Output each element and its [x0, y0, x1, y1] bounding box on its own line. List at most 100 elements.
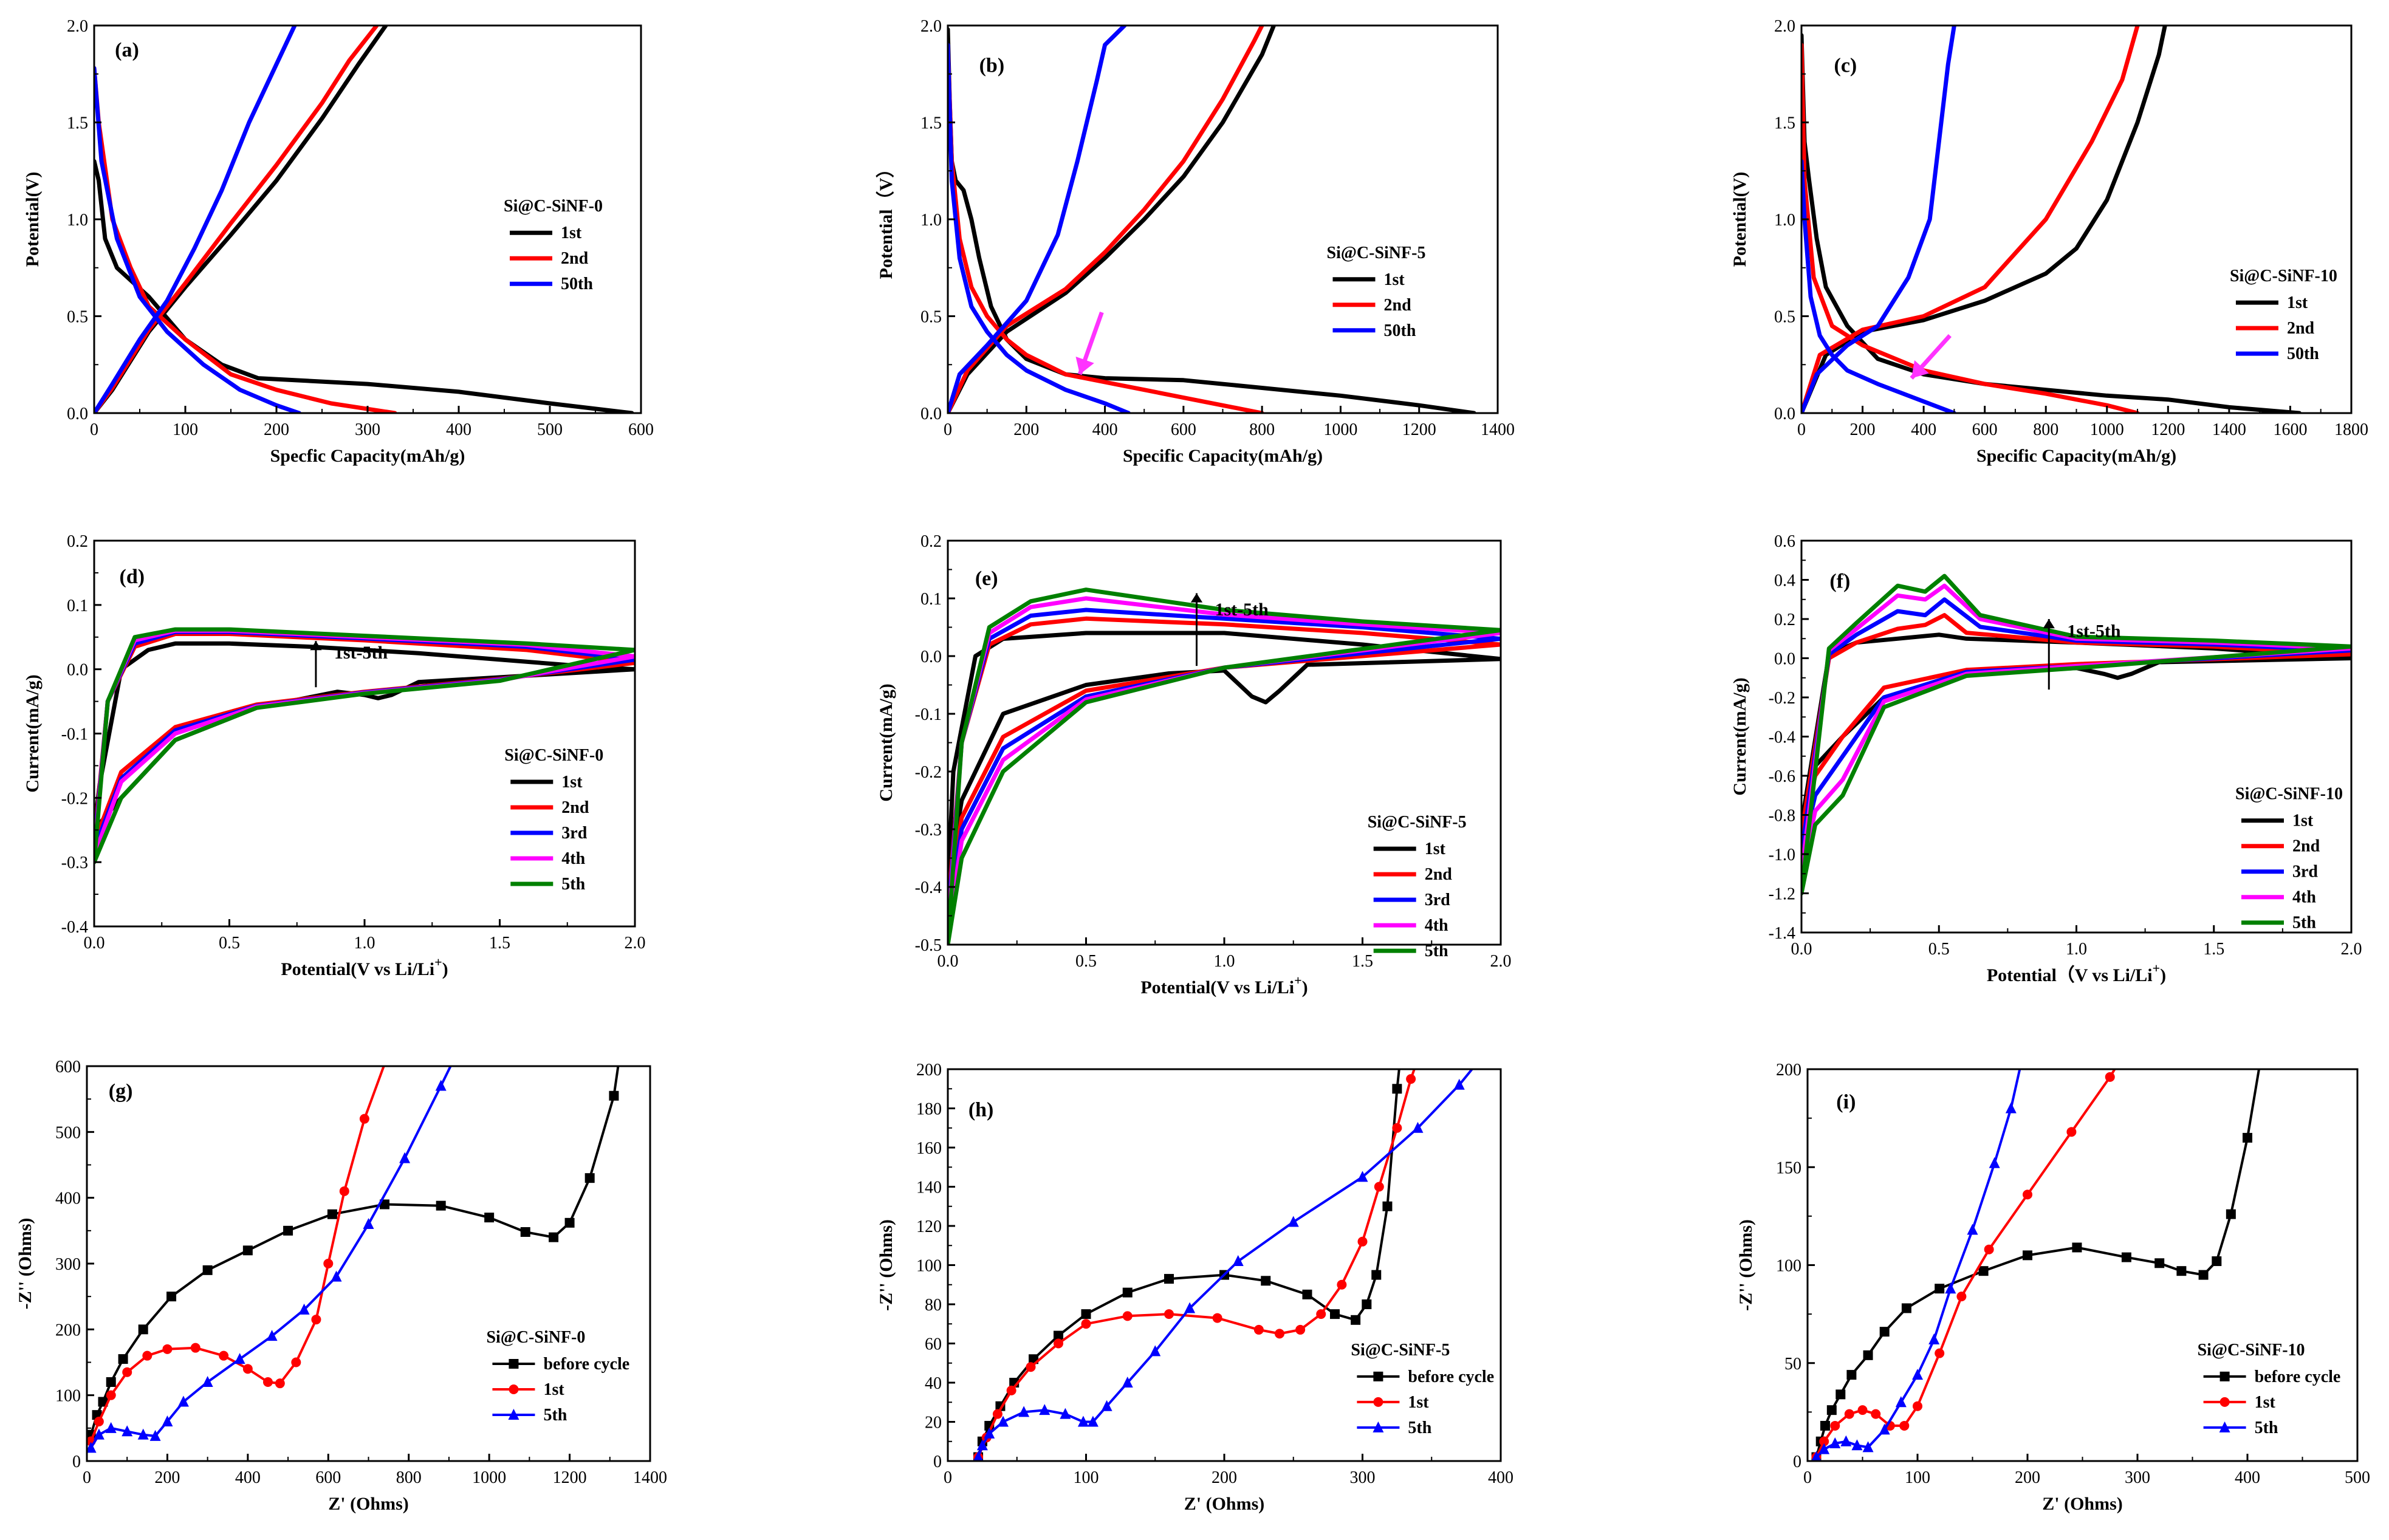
x-tick-label-i-0: 0: [1803, 1468, 1812, 1487]
data-point-g-0-11: [379, 1199, 389, 1210]
y-tick-label-e-0: -0.5: [915, 936, 942, 955]
data-point-h-1-18: [1406, 1074, 1416, 1084]
x-tick-label-c-8: 1600: [2273, 420, 2307, 439]
series-line-e-2: [948, 607, 1501, 924]
x-tick-label-h-1: 100: [1074, 1468, 1099, 1487]
x-tick-label-d-3: 1.5: [489, 934, 510, 953]
data-point-g-0-12: [436, 1200, 446, 1211]
legend-title-c: Si@C-SiNF-10: [2230, 267, 2337, 286]
x-tick-label-i-4: 400: [2235, 1468, 2260, 1487]
x-tick-label-b-3: 600: [1171, 420, 1196, 439]
legend-entry-d-1: 2nd: [561, 798, 589, 817]
y-tick-label-b-1: 0.5: [920, 308, 942, 327]
data-point-g-1-10: [275, 1378, 285, 1389]
data-point-i-0-19: [2243, 1132, 2252, 1143]
data-point-h-0-17: [1382, 1201, 1393, 1211]
legend-entry-d-0: 1st: [561, 773, 583, 792]
x-tick-label-g-7: 1400: [633, 1468, 667, 1487]
y-tick-label-g-4: 400: [55, 1189, 81, 1208]
data-point-g-2-7: [177, 1395, 189, 1407]
legend-entry-b-2: 50th: [1384, 321, 1416, 340]
series-line-e-4: [948, 587, 1501, 945]
x-tick-label-g-2: 400: [235, 1468, 261, 1487]
x-tick-label-c-7: 1400: [2212, 420, 2246, 439]
legend-title-i: Si@C-SiNF-10: [2198, 1341, 2305, 1360]
data-point-g-0-19: [617, 1035, 627, 1045]
series-line-g-0: [89, 1066, 620, 1436]
x-axis-label-c: Specific Capacity(mAh/g): [1976, 446, 2176, 466]
data-point-i-2-6: [1879, 1423, 1890, 1435]
data-point-h-2-5: [1039, 1404, 1051, 1415]
legend-entry-d-4: 5th: [561, 875, 585, 894]
y-tick-label-h-4: 80: [925, 1296, 942, 1315]
legend-entry-d-3: 4th: [561, 849, 585, 868]
series-line-d-2: [94, 629, 635, 852]
data-point-i-2-13: [2005, 1102, 2017, 1114]
data-point-i-0-2: [1820, 1420, 1830, 1431]
data-point-i-1-7: [1899, 1420, 1910, 1431]
data-point-g-2-0: [87, 1442, 97, 1453]
data-point-h-2-18: [1475, 1053, 1486, 1064]
legend-entry-f-3: 4th: [2292, 888, 2316, 907]
y-tick-label-d-0: -0.4: [61, 918, 88, 937]
x-tick-label-f-3: 1.5: [2203, 940, 2224, 959]
x-tick-label-i-2: 200: [2015, 1468, 2040, 1487]
legend-entry-f-0: 1st: [2292, 812, 2314, 830]
data-point-g-2-2: [105, 1422, 117, 1433]
legend-entry-f-2: 3rd: [2292, 863, 2318, 881]
legend-entry-e-3: 4th: [1425, 916, 1448, 935]
data-point-h-0-16: [1371, 1270, 1382, 1280]
y-tick-label-a-2: 1.0: [67, 211, 88, 230]
y-tick-label-g-1: 100: [55, 1387, 81, 1406]
data-point-h-2-7: [1077, 1415, 1089, 1427]
y-tick-label-c-2: 1.0: [1774, 211, 1795, 230]
data-point-h-1-19: [1420, 1035, 1430, 1045]
data-point-h-1-14: [1337, 1279, 1347, 1290]
data-point-i-0-9: [1935, 1284, 1945, 1294]
y-tick-label-h-5: 100: [916, 1257, 942, 1276]
y-tick-label-d-3: -0.1: [61, 725, 88, 744]
x-axis-label-a: Specfic Capacity(mAh/g): [270, 446, 465, 466]
data-point-h-2-3: [998, 1415, 1009, 1427]
legend-entry-e-4: 5th: [1425, 942, 1448, 960]
data-point-h-1-8: [1164, 1309, 1174, 1319]
data-point-i-1-2: [1830, 1420, 1840, 1431]
series-line-d-1: [94, 632, 635, 845]
series-line-g-1: [89, 1066, 385, 1443]
data-point-g-2-3: [122, 1425, 133, 1437]
chart-panel-e: 0.0 0.5 1.0 1.5 2.0 -0.5 -0.4 -0.3 -0.2 -0.1 0.0 0.…: [876, 532, 1512, 998]
data-point-i-2-1: [1818, 1443, 1830, 1454]
data-point-h-1-5: [1054, 1338, 1063, 1349]
data-point-i-0-6: [1863, 1350, 1873, 1360]
x-tick-label-a-0: 0: [90, 420, 98, 439]
y-tick-label-h-1: 20: [925, 1414, 942, 1432]
series-line-i-1: [1815, 1069, 2116, 1459]
series-line-h-1: [977, 1069, 1416, 1459]
x-tick-label-b-0: 0: [944, 420, 952, 439]
series-line-c-4: [1801, 159, 1956, 413]
data-point-i-2-3: [1840, 1435, 1852, 1446]
y-tick-label-b-0: 0.0: [920, 405, 942, 423]
legend-entry-h-2: 5th: [1408, 1419, 1431, 1437]
y-axis-label-h: -Z'' (Ohms): [876, 1219, 896, 1311]
x-tick-label-b-1: 200: [1013, 420, 1039, 439]
x-axis-label-i: Z' (Ohms): [2042, 1494, 2123, 1514]
x-tick-label-e-3: 1.5: [1352, 952, 1373, 971]
data-point-h-1-15: [1357, 1236, 1368, 1247]
y-tick-label-d-2: -0.2: [61, 789, 88, 808]
data-point-i-1-14: [2105, 1072, 2115, 1082]
legend-a: Si@C-SiNF-0 1st 2nd 50th: [504, 197, 603, 293]
data-point-i-1-12: [2023, 1189, 2032, 1200]
x-tick-label-c-2: 400: [1911, 420, 1936, 439]
data-point-g-0-5: [138, 1324, 148, 1335]
series-line-a-2: [94, 66, 397, 413]
legend-title-g: Si@C-SiNF-0: [486, 1328, 585, 1347]
data-point-g-2-9: [234, 1353, 245, 1364]
data-point-i-0-12: [2072, 1242, 2082, 1253]
legend-entry-g-0: before cycle: [543, 1355, 629, 1374]
x-tick-label-h-4: 400: [1488, 1468, 1513, 1487]
legend-marker-i-0: [2219, 1371, 2230, 1381]
panel-label-b: (b): [979, 55, 1005, 77]
y-tick-label-g-6: 600: [55, 1058, 81, 1076]
y-tick-label-e-5: 0.0: [920, 648, 942, 666]
